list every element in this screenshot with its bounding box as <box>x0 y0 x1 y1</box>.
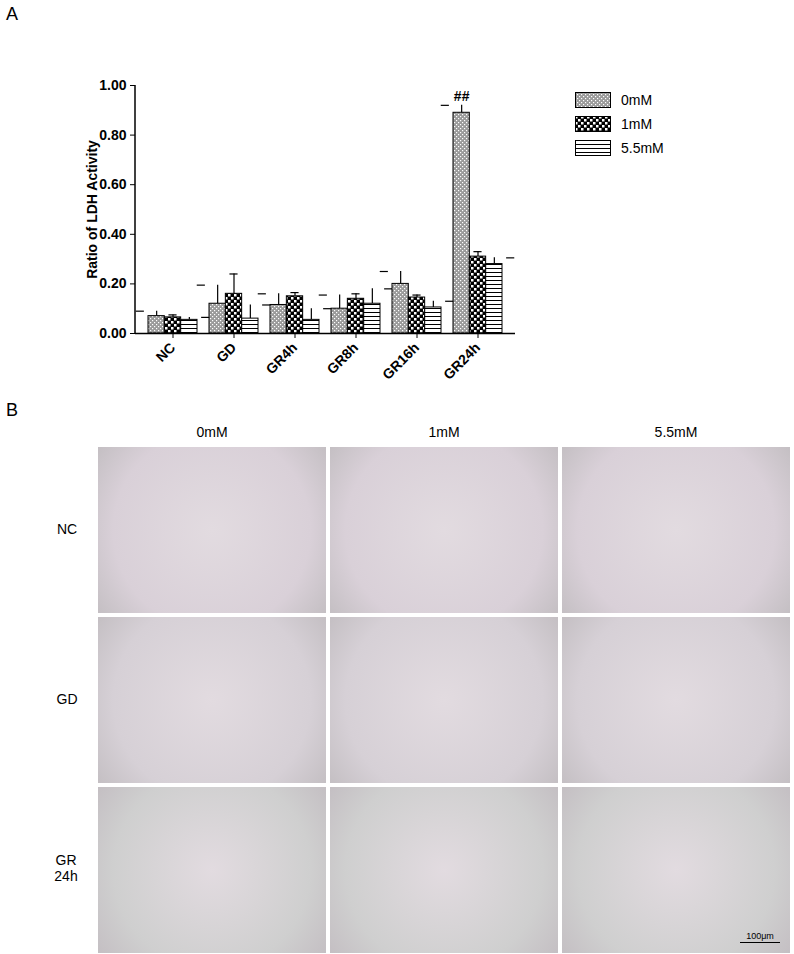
svg-text:GD: GD <box>213 339 239 365</box>
html-text:100μm: 100μm <box>746 931 774 941</box>
html-text:5.5mM: 5.5mM <box>621 140 664 156</box>
svg-text:GR8h: GR8h <box>324 339 362 377</box>
svg-text:Ratio of LDH Activity: Ratio of LDH Activity <box>84 140 100 279</box>
html-text:1mM: 1mM <box>621 116 653 132</box>
html-text:1mM: 1mM <box>428 424 460 440</box>
svg-text:NC: NC <box>153 339 179 365</box>
html-text:GR 24h: GR 24h <box>54 852 78 884</box>
html-text:A: A <box>6 4 18 24</box>
svg-text:GR24h: GR24h <box>440 339 483 382</box>
html-text:0mM: 0mM <box>621 92 653 108</box>
svg-text:0.00: 0.00 <box>99 325 126 341</box>
svg-text:GR16h: GR16h <box>379 339 422 382</box>
svg-text:0.20: 0.20 <box>99 275 126 291</box>
svg-text:0.80: 0.80 <box>99 127 126 143</box>
svg-text:0.40: 0.40 <box>99 226 126 242</box>
svg-text:0.60: 0.60 <box>99 176 126 192</box>
html-text:GD: GD <box>56 691 78 707</box>
svg-text:1.00: 1.00 <box>99 77 126 93</box>
html-text:5.5mM: 5.5mM <box>654 424 698 440</box>
html-text:0mM: 0mM <box>196 424 228 440</box>
svg-text:##: ## <box>454 88 470 104</box>
html-text:B: B <box>6 400 18 420</box>
svg-text:GR4h: GR4h <box>263 339 301 377</box>
html-text:NC: NC <box>56 521 78 537</box>
